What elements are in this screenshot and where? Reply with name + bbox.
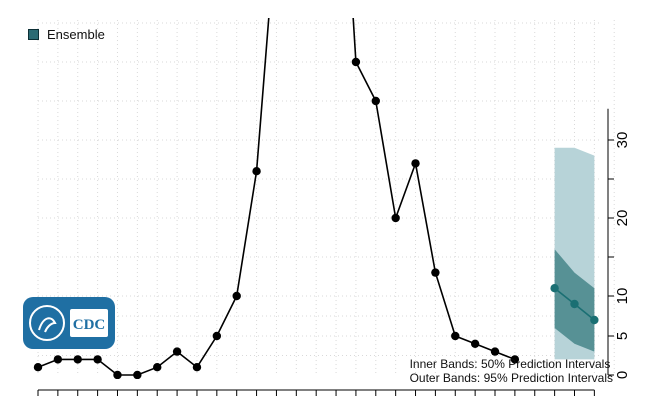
observed-point: [93, 355, 102, 364]
observed-point: [172, 347, 182, 356]
ensemble-swatch: [28, 29, 39, 40]
ensemble-median-point: [570, 299, 579, 309]
observed-point: [153, 363, 162, 372]
cdc-logo: CDC: [23, 297, 115, 349]
observed-point: [451, 331, 460, 341]
chart-legend: Ensemble: [28, 27, 105, 42]
observed-point: [510, 355, 520, 364]
y-tick-label: 20: [614, 210, 631, 227]
ensemble-median-point: [550, 284, 559, 293]
note-inner-bands: Inner Bands: 50% Prediction Intervals: [409, 357, 611, 371]
legend-label: Ensemble: [47, 27, 105, 42]
observed-point: [192, 363, 202, 372]
observed-point: [470, 339, 480, 348]
y-tick-label: 0: [614, 371, 631, 379]
y-tick-label: 10: [614, 288, 631, 305]
cdc-logo-text: CDC: [73, 317, 106, 333]
observed-point: [252, 167, 261, 176]
observed-point: [391, 213, 400, 223]
observed-point: [371, 96, 380, 106]
observed-point: [73, 355, 82, 364]
y-tick-label: 30: [614, 132, 631, 149]
observed-point: [431, 268, 440, 277]
observed-point: [351, 57, 361, 67]
note-outer-bands: Outer Bands: 95% Prediction Intervals: [409, 371, 613, 385]
observed-point: [113, 370, 122, 379]
observed-series: [33, 18, 520, 379]
observed-point: [133, 370, 142, 379]
observed-point: [33, 363, 43, 372]
cdc-logo-mark: CDC: [29, 305, 108, 341]
observed-point: [53, 355, 63, 364]
interval-notes: Inner Bands: 50% Prediction Intervals Ou…: [410, 357, 613, 385]
observed-point: [232, 291, 241, 301]
observed-point: [490, 347, 500, 356]
ensemble-median-point: [590, 315, 599, 325]
y-tick-label: 5: [614, 332, 631, 340]
observed-point: [212, 331, 222, 341]
observed-point: [411, 159, 420, 168]
